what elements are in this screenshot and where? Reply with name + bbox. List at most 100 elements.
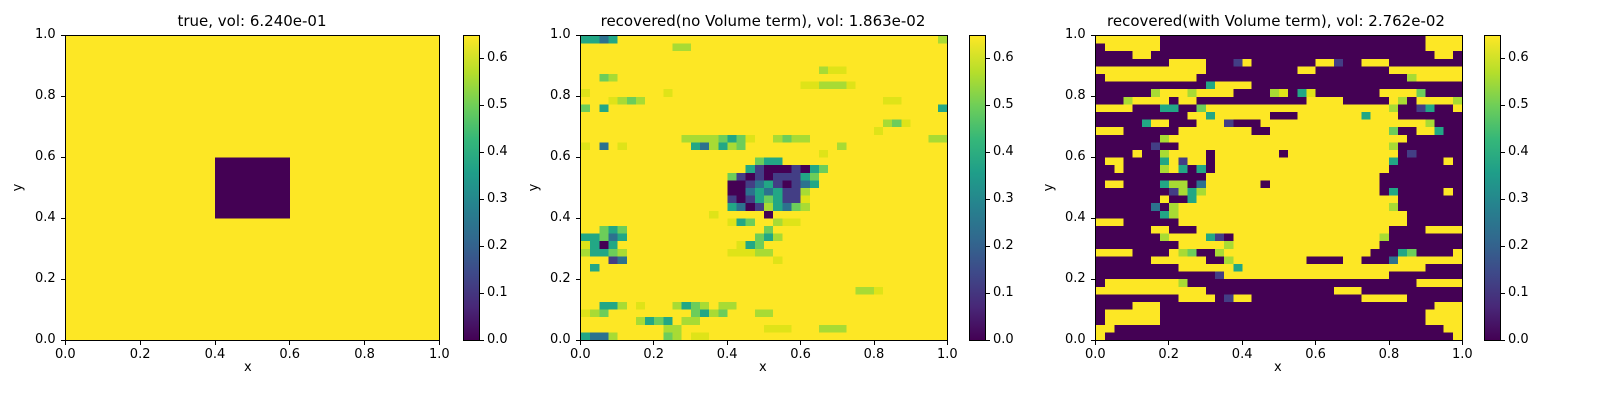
y-tick-label: 0.4 bbox=[35, 210, 56, 225]
colorbar bbox=[969, 35, 986, 341]
y-tick bbox=[576, 218, 580, 219]
colorbar-tick-label: 0.4 bbox=[487, 144, 508, 160]
panel-title: true, vol: 6.240e-01 bbox=[177, 12, 327, 30]
x-tick-label: 1.0 bbox=[1452, 347, 1473, 362]
y-tick bbox=[1091, 35, 1095, 36]
y-tick-label: 0.6 bbox=[35, 149, 56, 164]
colorbar-tick-label: 0.2 bbox=[1508, 238, 1529, 254]
x-tick bbox=[1315, 341, 1317, 345]
colorbar-tick bbox=[1501, 58, 1505, 60]
y-tick-label: 0.8 bbox=[35, 88, 56, 103]
x-tick bbox=[1388, 341, 1390, 345]
colorbar-tick-label: 0.6 bbox=[993, 50, 1014, 66]
y-tick bbox=[61, 157, 65, 158]
panel-title: recovered(no Volume term), vol: 1.863e-0… bbox=[600, 12, 926, 30]
plot-area bbox=[580, 35, 948, 341]
y-tick bbox=[1091, 96, 1095, 97]
y-tick-label: 0.2 bbox=[1065, 271, 1086, 286]
x-tick bbox=[726, 341, 728, 345]
panel-title: recovered(with Volume term), vol: 2.762e… bbox=[1107, 12, 1445, 30]
colorbar-tick bbox=[1501, 199, 1505, 201]
colorbar-tick bbox=[1501, 105, 1505, 107]
colorbar-tick-label: 0.4 bbox=[993, 144, 1014, 160]
y-tick-label: 0.6 bbox=[550, 149, 571, 164]
y-tick-label: 1.0 bbox=[1065, 27, 1086, 42]
y-tick bbox=[576, 340, 580, 341]
x-tick-label: 0.8 bbox=[354, 347, 375, 362]
y-tick-label: 0.0 bbox=[1065, 332, 1086, 347]
x-tick bbox=[364, 341, 366, 345]
y-tick bbox=[576, 279, 580, 280]
heatmap bbox=[581, 36, 947, 340]
colorbar-tick bbox=[480, 152, 484, 154]
x-tick-label: 0.4 bbox=[204, 347, 226, 362]
colorbar-tick-label: 0.0 bbox=[993, 332, 1014, 347]
x-tick-label: 0.6 bbox=[790, 347, 811, 362]
panel-true: true, vol: 6.240e-01 y x 0.0 0.0 0.2 0.2 0.4… bbox=[0, 0, 530, 400]
x-tick bbox=[653, 341, 655, 345]
colorbar-tick-label: 0.3 bbox=[487, 191, 508, 207]
x-tick-label: 0.8 bbox=[1378, 347, 1400, 362]
y-tick bbox=[1091, 157, 1095, 158]
y-tick bbox=[61, 35, 65, 36]
x-tick-label: 0.4 bbox=[1231, 347, 1253, 362]
x-tick bbox=[289, 341, 291, 345]
y-tick-label: 0.8 bbox=[550, 88, 571, 103]
colorbar bbox=[1484, 35, 1501, 341]
y-tick-label: 0.4 bbox=[1065, 210, 1086, 225]
x-tick-label: 0.0 bbox=[570, 347, 591, 362]
colorbar-tick bbox=[480, 340, 484, 341]
colorbar-tick bbox=[986, 340, 990, 341]
y-tick bbox=[1091, 218, 1095, 219]
colorbar-tick bbox=[1501, 340, 1505, 341]
y-tick bbox=[576, 35, 580, 36]
colorbar-tick bbox=[480, 58, 484, 60]
x-tick-label: 0.4 bbox=[716, 347, 738, 362]
plot-area bbox=[65, 35, 440, 341]
x-tick bbox=[1462, 341, 1463, 345]
y-tick bbox=[61, 279, 65, 280]
x-tick-label: 0.0 bbox=[1085, 347, 1106, 362]
y-tick bbox=[576, 157, 580, 158]
colorbar-tick bbox=[480, 105, 484, 107]
y-tick bbox=[61, 340, 65, 341]
colorbar-tick bbox=[986, 246, 990, 248]
colorbar-tick-label: 0.2 bbox=[993, 238, 1014, 254]
colorbar-tick-label: 0.1 bbox=[993, 285, 1014, 301]
y-tick-label: 1.0 bbox=[550, 27, 571, 42]
y-tick-label: 0.8 bbox=[1065, 88, 1086, 103]
x-tick-label: 0.6 bbox=[1305, 347, 1326, 362]
x-tick-label: 0.6 bbox=[279, 347, 301, 362]
colorbar-tick bbox=[480, 293, 484, 295]
colorbar-tick-label: 0.0 bbox=[487, 332, 508, 347]
x-tick-label: 0.8 bbox=[863, 347, 885, 362]
x-tick bbox=[947, 341, 948, 345]
colorbar-tick bbox=[986, 58, 990, 60]
colorbar-tick-label: 0.5 bbox=[1508, 97, 1529, 113]
x-axis-label: x bbox=[244, 360, 252, 375]
y-tick-label: 0.2 bbox=[550, 271, 571, 286]
y-tick-label: 0.4 bbox=[550, 210, 571, 225]
x-tick-label: 0.2 bbox=[1158, 347, 1180, 362]
colorbar-tick bbox=[986, 293, 990, 295]
x-tick-label: 0.0 bbox=[55, 347, 76, 362]
colorbar-tick-label: 0.6 bbox=[1508, 50, 1529, 66]
y-tick bbox=[1091, 340, 1095, 341]
y-tick-label: 0.0 bbox=[550, 332, 571, 347]
x-tick bbox=[1241, 341, 1243, 345]
y-tick bbox=[1091, 279, 1095, 280]
plot-area bbox=[1095, 35, 1463, 341]
x-tick bbox=[580, 341, 581, 345]
colorbar-tick-label: 0.1 bbox=[1508, 285, 1529, 301]
y-tick bbox=[576, 96, 580, 97]
colorbar-tick bbox=[480, 199, 484, 201]
x-tick bbox=[139, 341, 141, 345]
colorbar-tick-label: 0.2 bbox=[487, 238, 508, 254]
x-tick bbox=[873, 341, 875, 345]
colorbar-tick bbox=[986, 152, 990, 154]
x-tick bbox=[439, 341, 440, 345]
colorbar-tick-label: 0.6 bbox=[487, 50, 508, 66]
colorbar-tick bbox=[1501, 152, 1505, 154]
colorbar-tick-label: 0.5 bbox=[993, 97, 1014, 113]
